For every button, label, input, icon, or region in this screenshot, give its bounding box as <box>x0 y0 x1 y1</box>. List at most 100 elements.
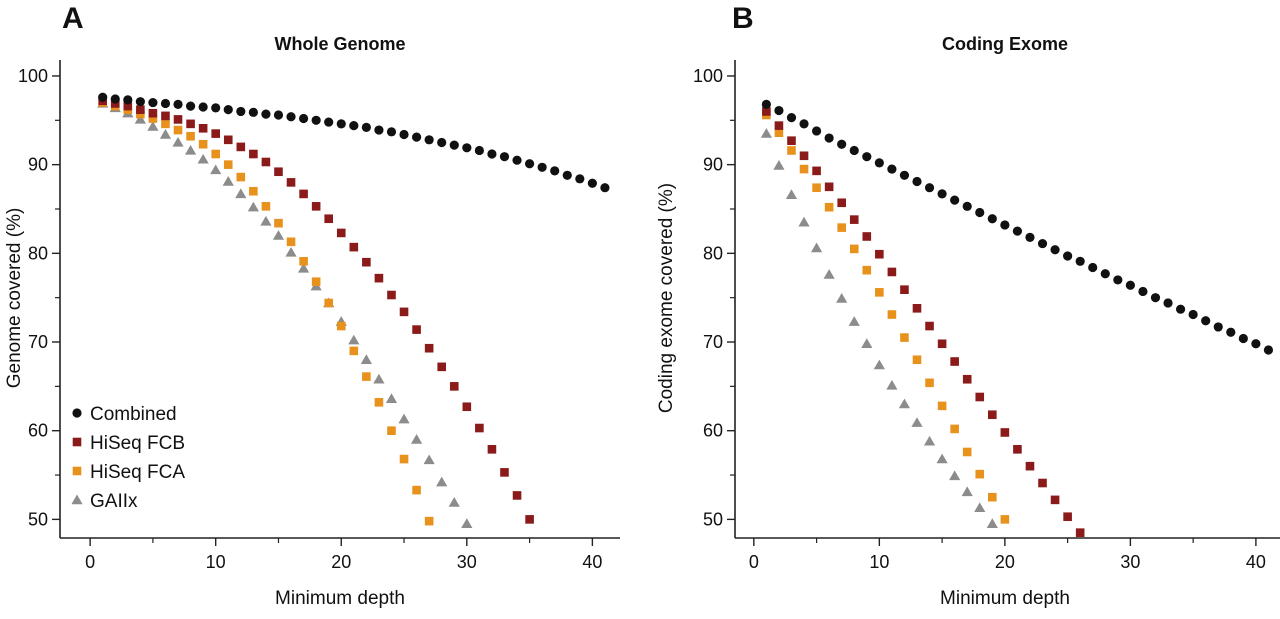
marks-b <box>760 99 1274 537</box>
point-combined <box>962 201 972 211</box>
point-combined <box>211 103 221 113</box>
point-gaiix <box>423 454 435 465</box>
point-hiseq-fcb <box>336 228 346 238</box>
point-hiseq-fcb <box>249 149 258 159</box>
point-gaiix <box>773 160 785 170</box>
point-combined <box>824 133 834 143</box>
point-hiseq-fcb <box>437 362 447 372</box>
point-combined <box>950 195 960 205</box>
point-combined <box>123 95 133 105</box>
point-hiseq-fcb <box>912 304 922 313</box>
point-hiseq-fcb <box>186 119 195 129</box>
point-combined <box>411 132 422 142</box>
point-hiseq-fcb <box>950 357 959 366</box>
legend-marker-hiseq-fcb <box>72 437 82 447</box>
point-hiseq-fca <box>975 469 985 479</box>
point-hiseq-fcb <box>774 121 784 130</box>
point-gaiix <box>147 121 159 131</box>
y-tick-label: 80 <box>703 243 723 263</box>
point-hiseq-fca <box>887 310 897 319</box>
x-tick-label: 30 <box>457 552 477 572</box>
point-hiseq-fcb <box>123 101 133 111</box>
point-combined <box>98 92 108 102</box>
point-combined <box>937 189 947 199</box>
point-gaiix <box>961 486 973 497</box>
point-combined <box>198 102 208 112</box>
legend-marker-hiseq-fca <box>72 466 82 476</box>
point-combined <box>1138 286 1148 297</box>
point-combined <box>600 183 610 193</box>
point-gaiix <box>260 215 272 226</box>
point-gaiix <box>974 502 986 513</box>
point-hiseq-fca <box>286 237 296 247</box>
axes-a: 0 10 20 30 40 50 60 70 80 90 100 <box>18 60 620 572</box>
point-hiseq-fcb <box>261 157 271 167</box>
point-hiseq-fca <box>362 372 371 381</box>
point-combined <box>774 105 784 116</box>
point-combined <box>386 127 397 137</box>
point-gaiix <box>385 393 398 403</box>
point-hiseq-fca <box>223 160 233 169</box>
point-hiseq-fcb <box>136 105 145 114</box>
point-combined <box>761 99 771 109</box>
point-combined <box>849 145 859 156</box>
point-hiseq-fcb <box>849 215 859 224</box>
point-hiseq-fcb <box>487 445 497 454</box>
point-hiseq-fcb <box>525 515 534 524</box>
point-combined <box>324 117 334 127</box>
x-tick-label: 40 <box>1246 552 1266 572</box>
point-hiseq-fcb <box>887 267 897 277</box>
point-hiseq-fcb <box>799 151 809 161</box>
point-hiseq-fca <box>412 485 421 495</box>
point-hiseq-fca <box>261 202 271 211</box>
point-combined <box>148 97 158 108</box>
point-gaiix <box>210 164 222 175</box>
point-hiseq-fcb <box>762 107 771 116</box>
point-hiseq-fcb <box>1025 461 1035 471</box>
point-hiseq-fca <box>136 109 145 119</box>
point-hiseq-fcb <box>975 392 985 402</box>
point-gaiix <box>297 262 310 273</box>
x-tick-label: 40 <box>582 552 602 572</box>
point-combined <box>1063 251 1073 261</box>
legend-marker-combined <box>72 408 82 418</box>
point-hiseq-fca <box>962 447 972 457</box>
legend-label-combined: Combined <box>90 404 177 425</box>
legend-label-hiseq-fca: HiSeq FCA <box>90 462 185 483</box>
point-combined <box>110 94 120 104</box>
point-combined <box>1000 220 1010 230</box>
point-hiseq-fcb <box>1063 512 1072 522</box>
point-combined <box>1088 262 1098 273</box>
point-combined <box>1150 293 1161 303</box>
point-hiseq-fca <box>875 288 884 297</box>
y-tick-label: 100 <box>18 66 48 86</box>
point-combined <box>975 207 985 218</box>
point-hiseq-fca <box>198 139 208 149</box>
point-hiseq-fca <box>274 218 283 228</box>
point-hiseq-fca <box>849 244 859 254</box>
point-combined <box>587 178 597 188</box>
point-hiseq-fcb <box>299 189 308 199</box>
point-combined <box>160 98 171 109</box>
legend-marker-gaiix <box>71 494 83 505</box>
y-tick-label: 50 <box>28 509 48 529</box>
point-hiseq-fca <box>799 164 809 174</box>
point-combined <box>537 162 547 172</box>
point-gaiix <box>823 269 835 279</box>
point-gaiix <box>360 354 372 364</box>
point-gaiix <box>348 334 360 345</box>
point-gaiix <box>235 188 247 199</box>
point-combined <box>474 145 484 156</box>
point-combined <box>987 214 997 224</box>
point-hiseq-fca <box>249 186 258 196</box>
point-hiseq-fcb <box>148 108 158 118</box>
point-combined <box>135 97 145 107</box>
x-tick-label: 10 <box>206 552 226 572</box>
point-combined <box>273 110 284 120</box>
point-hiseq-fcb <box>399 307 409 317</box>
point-hiseq-fcb <box>387 290 396 300</box>
point-hiseq-fca <box>186 131 195 141</box>
y-tick-label: 100 <box>693 66 723 86</box>
point-hiseq-fca <box>925 378 934 388</box>
